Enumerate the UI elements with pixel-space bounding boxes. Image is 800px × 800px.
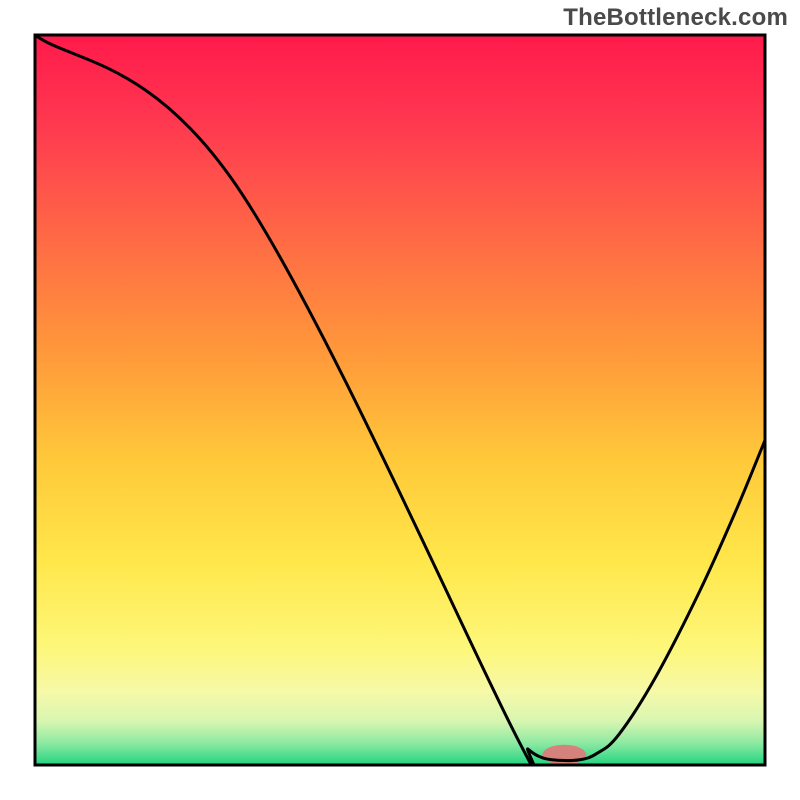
gradient-background: [35, 35, 765, 765]
chart-canvas: TheBottleneck.com: [0, 0, 800, 800]
bottleneck-chart-svg: [0, 0, 800, 800]
watermark-text: TheBottleneck.com: [563, 4, 788, 32]
plot-area: [35, 35, 765, 785]
